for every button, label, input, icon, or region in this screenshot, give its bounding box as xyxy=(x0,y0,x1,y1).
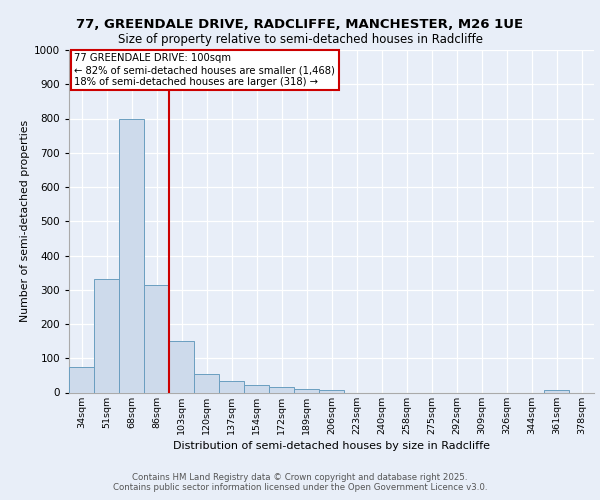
Text: 77, GREENDALE DRIVE, RADCLIFFE, MANCHESTER, M26 1UE: 77, GREENDALE DRIVE, RADCLIFFE, MANCHEST… xyxy=(76,18,524,30)
Bar xyxy=(69,367,94,392)
Bar xyxy=(294,389,319,392)
Text: Contains HM Land Registry data © Crown copyright and database right 2025.
Contai: Contains HM Land Registry data © Crown c… xyxy=(113,473,487,492)
Text: 77 GREENDALE DRIVE: 100sqm
← 82% of semi-detached houses are smaller (1,468)
18%: 77 GREENDALE DRIVE: 100sqm ← 82% of semi… xyxy=(74,54,335,86)
Y-axis label: Number of semi-detached properties: Number of semi-detached properties xyxy=(20,120,29,322)
Bar xyxy=(269,388,294,392)
Text: Size of property relative to semi-detached houses in Radcliffe: Size of property relative to semi-detach… xyxy=(118,32,482,46)
Bar xyxy=(119,118,144,392)
Bar xyxy=(219,380,244,392)
Bar xyxy=(169,341,194,392)
Bar xyxy=(194,374,219,392)
Bar xyxy=(244,385,269,392)
Bar xyxy=(94,280,119,392)
Bar xyxy=(144,284,169,393)
X-axis label: Distribution of semi-detached houses by size in Radcliffe: Distribution of semi-detached houses by … xyxy=(173,440,490,450)
Bar xyxy=(319,390,344,392)
Bar xyxy=(544,390,569,392)
